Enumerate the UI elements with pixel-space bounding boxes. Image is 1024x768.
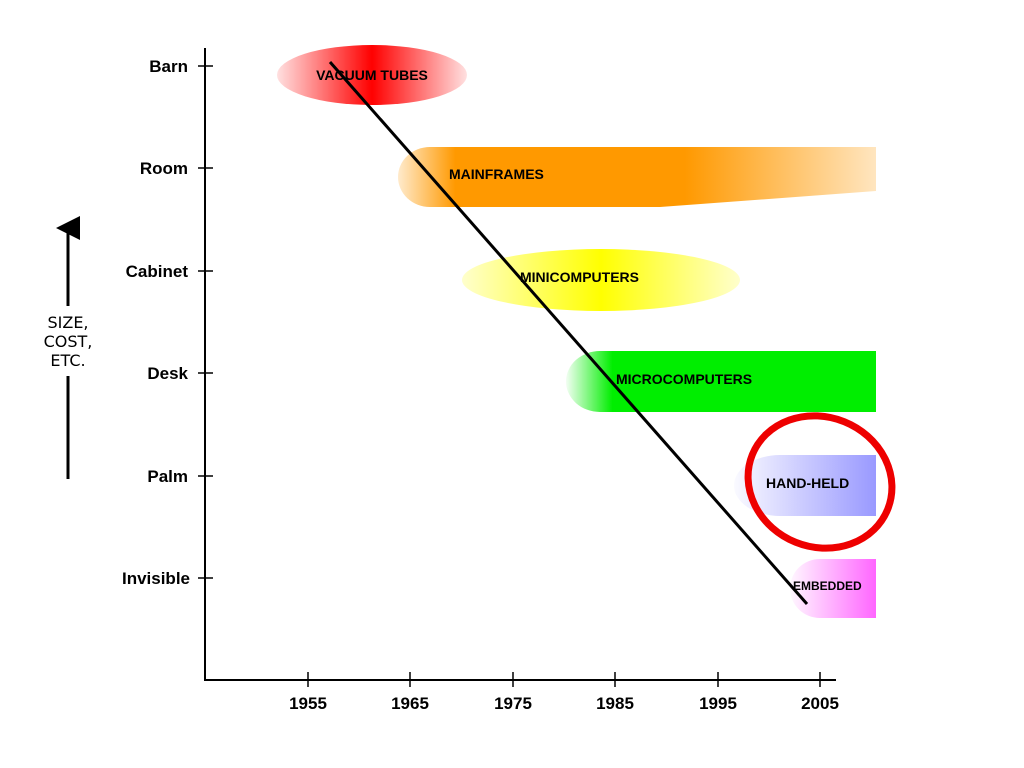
annotation-line-size: SIZE, — [47, 313, 88, 332]
x-label-1965: 1965 — [391, 694, 429, 713]
band-label-microcomputers: MICROCOMPUTERS — [616, 371, 752, 387]
x-label-1985: 1985 — [596, 694, 634, 713]
y-label-invisible: Invisible — [122, 569, 190, 588]
y-label-barn: Barn — [149, 57, 188, 76]
band-label-vacuum-tubes: VACUUM TUBES — [316, 67, 428, 83]
band-vacuum-tubes — [277, 45, 467, 105]
band-minicomputers — [462, 249, 740, 311]
x-label-1995: 1995 — [699, 694, 737, 713]
y-tick-labels: Barn Room Cabinet Desk Palm Invisible — [122, 57, 190, 588]
band-label-minicomputers: MINICOMPUTERS — [520, 269, 639, 285]
trend-line — [328, 61, 809, 605]
era-bands — [277, 45, 876, 618]
annotation-line-cost: COST, — [44, 332, 93, 351]
y-label-cabinet: Cabinet — [126, 262, 189, 281]
band-mainframes — [398, 147, 876, 207]
x-label-1975: 1975 — [494, 694, 532, 713]
size-cost-annotation: SIZE, COST, ETC. — [44, 216, 93, 479]
band-label-mainframes: MAINFRAMES — [449, 166, 544, 182]
band-label-hand-held: HAND-HELD — [766, 475, 849, 491]
y-label-palm: Palm — [147, 467, 188, 486]
band-embedded — [790, 559, 876, 618]
x-label-1955: 1955 — [289, 694, 327, 713]
y-label-room: Room — [140, 159, 188, 178]
y-label-desk: Desk — [147, 364, 188, 383]
hand-held-highlight-ring — [744, 412, 896, 552]
band-microcomputers — [566, 351, 876, 412]
axes — [198, 48, 836, 687]
annotation-line-etc: ETC. — [50, 351, 85, 370]
band-hand-held — [734, 455, 876, 516]
band-label-embedded: EMBEDDED — [793, 579, 862, 593]
x-tick-labels: 1955 1965 1975 1985 1995 2005 — [289, 694, 839, 713]
x-label-2005: 2005 — [801, 694, 839, 713]
